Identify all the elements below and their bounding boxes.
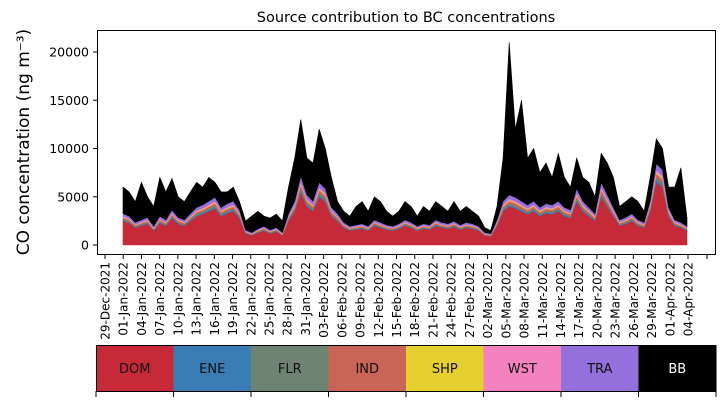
y-tick-label: 15000 [49,93,89,108]
x-tick-label: 09-Feb-2022 [354,262,368,338]
x-tick-label: 31-Jan-2022 [299,262,313,336]
x-tick-label: 14-Mar-2022 [554,262,568,338]
x-tick-label: 23-Mar-2022 [609,262,623,338]
legend-swatch-dom [96,345,174,391]
x-tick-label: 01-Jan-2022 [117,262,131,336]
x-axis: 29-Dec-2021 01-Jan-2022 04-Jan-2022 07-Jan-… [99,254,708,340]
x-tick-label: 11-Mar-2022 [536,262,550,338]
legend-swatch-ene [173,345,252,391]
legend-label-ind: IND [355,362,379,377]
legend-swatch-tra [561,345,639,391]
stacked-areas [122,42,688,246]
legend-label-shp: SHP [432,362,458,377]
y-tick-label: 0 [81,238,89,253]
legend-colorbar: DOM ENE FLR IND SHP WST TRA BB [95,345,717,397]
legend-label-flr: FLR [278,362,302,377]
x-tick-label: 29-Mar-2022 [645,262,659,338]
x-tick-label: 04-Jan-2022 [135,262,149,336]
x-tick-label: 05-Mar-2022 [499,262,513,338]
legend-swatch-ind [328,345,407,391]
x-tick-label: 02-Mar-2022 [481,262,495,338]
x-tick-label: 24-Feb-2022 [445,262,459,338]
legend-swatch-bb [638,345,717,391]
x-tick-label: 28-Jan-2022 [281,262,295,336]
x-tick-label: 27-Feb-2022 [463,262,477,338]
x-tick-label: 15-Feb-2022 [390,262,404,338]
legend-swatch-flr [251,345,329,391]
legend-label-bb: BB [668,362,686,377]
y-tick-label: 10000 [49,141,89,156]
x-tick-label: 25-Jan-2022 [263,262,277,336]
x-tick-label: 12-Feb-2022 [372,262,386,338]
y-axis: 0 5000 10000 15000 20000 [49,45,97,253]
area-bb [122,42,688,235]
x-tick-label: 13-Jan-2022 [190,262,204,336]
legend-label-tra: TRA [586,362,612,377]
x-tick-label: 04-Apr-2022 [682,262,696,336]
y-axis-label: CO concentration (ng m⁻³) [14,29,34,255]
x-tick-label: 26-Mar-2022 [627,262,641,338]
plot-frame [97,30,716,255]
x-tick-label: 01-Apr-2022 [663,262,677,336]
x-tick-label: 16-Jan-2022 [208,262,222,336]
x-tick-label: 07-Jan-2022 [153,262,167,336]
x-tick-label: 03-Feb-2022 [317,262,331,338]
legend-swatch-shp [406,345,484,391]
x-tick-label: 19-Jan-2022 [226,262,240,336]
x-tick-label: 06-Feb-2022 [335,262,349,338]
legend-label-ene: ENE [199,362,225,377]
x-tick-label: 29-Dec-2021 [99,262,113,340]
x-tick-label: 22-Jan-2022 [244,262,258,336]
legend-label-wst: WST [508,362,537,377]
y-tick-label: 20000 [49,45,89,60]
x-tick-label: 18-Feb-2022 [408,262,422,338]
x-tick-label: 20-Mar-2022 [590,262,604,338]
chart-title: Source contribution to BC concentrations [257,10,555,26]
y-tick-label: 5000 [57,189,89,204]
legend-label-dom: DOM [119,362,150,377]
legend-swatch-wst [483,345,562,391]
x-tick-label: 17-Mar-2022 [572,262,586,338]
x-tick-label: 08-Mar-2022 [518,262,532,338]
x-tick-label: 21-Feb-2022 [426,262,440,338]
x-tick-label: 10-Jan-2022 [171,262,185,336]
